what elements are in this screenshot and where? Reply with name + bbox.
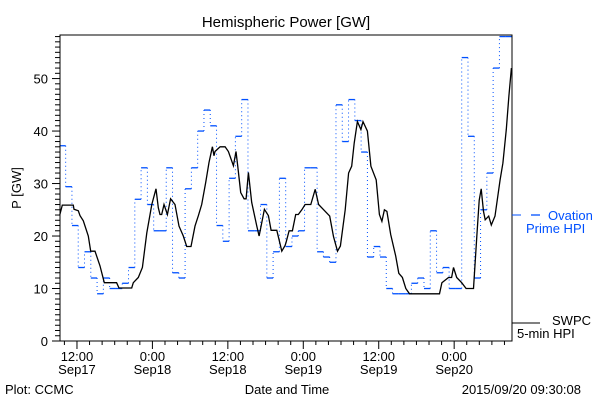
x-tick-time-label: 12:00 <box>61 349 94 364</box>
x-tick-time-label: 0:00 <box>442 349 467 364</box>
x-tick-time-label: 12:00 <box>212 349 245 364</box>
y-tick-label: 10 <box>34 282 48 297</box>
axis-ticks: 0102030405012:00Sep170:00Sep1812:00Sep18… <box>34 36 505 377</box>
plot-credit: Plot: CCMC <box>5 382 74 397</box>
y-tick-label: 0 <box>41 334 48 349</box>
x-tick-date-label: Sep18 <box>209 362 247 377</box>
x-tick-time-label: 0:00 <box>140 349 165 364</box>
legend-ovation-label-1: Ovation <box>548 208 593 223</box>
plot-timestamp: 2015/09/20 09:30:08 <box>462 382 581 397</box>
legend-swpc-label-1: SWPC <box>552 313 591 328</box>
y-tick-label: 40 <box>34 124 48 139</box>
swpc-line <box>59 68 513 295</box>
legend: Ovation Prime HPI SWPC 5-min HPI <box>512 208 593 341</box>
legend-swpc-label-2: 5-min HPI <box>517 326 575 341</box>
legend-ovation-label-2: Prime HPI <box>526 221 585 236</box>
x-tick-time-label: 0:00 <box>291 349 316 364</box>
swpc-series <box>59 68 513 295</box>
ovation-series <box>60 35 512 295</box>
x-tick-date-label: Sep19 <box>360 362 398 377</box>
x-tick-date-label: Sep19 <box>284 362 322 377</box>
x-tick-date-label: Sep17 <box>58 362 96 377</box>
y-tick-label: 30 <box>34 177 48 192</box>
x-tick-date-label: Sep20 <box>435 362 473 377</box>
x-tick-date-label: Sep18 <box>134 362 172 377</box>
x-tick-time-label: 12:00 <box>362 349 395 364</box>
y-axis-label: P [GW] <box>9 167 24 209</box>
chart-title: Hemispheric Power [GW] <box>202 14 370 31</box>
y-tick-label: 50 <box>34 72 48 87</box>
plot-frame <box>59 34 513 342</box>
y-tick-label: 20 <box>34 229 48 244</box>
x-axis-label: Date and Time <box>245 382 330 397</box>
